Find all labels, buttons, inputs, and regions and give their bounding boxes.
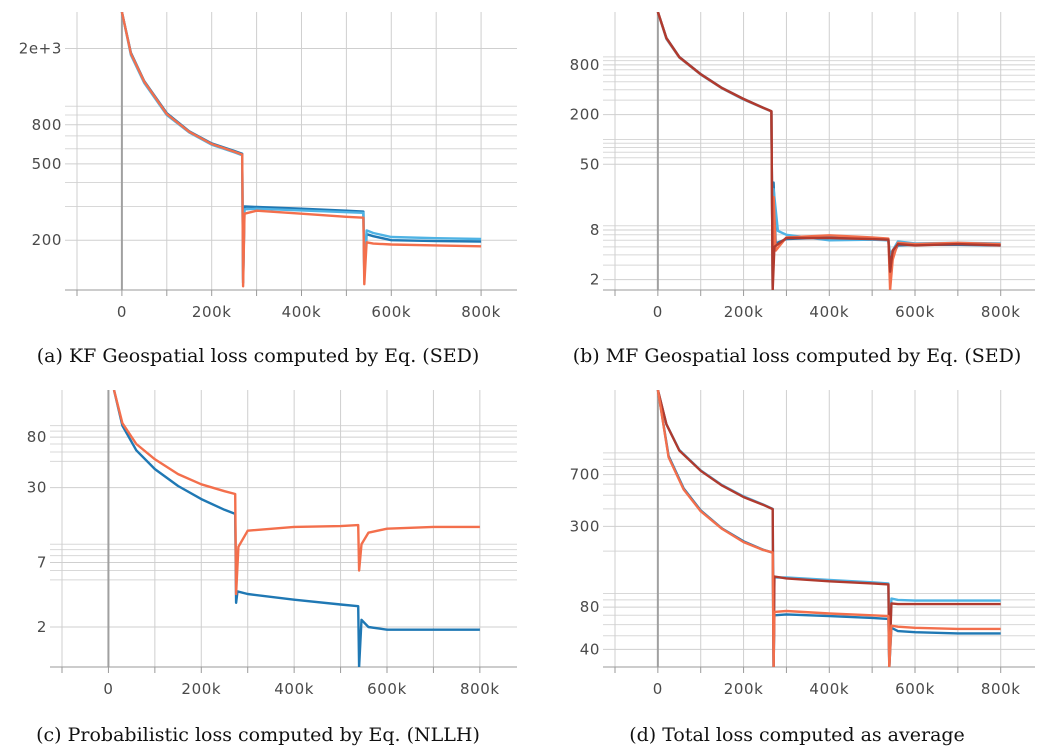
y-tick-label: 800 — [32, 116, 62, 134]
x-tick-label: 0 — [653, 303, 663, 321]
x-tick-label: 400k — [274, 680, 314, 698]
y-tick-label: 2 — [590, 271, 600, 289]
x-tick-label: 0 — [653, 680, 663, 698]
y-tick-label: 2 — [37, 618, 47, 636]
x-tick-label: 800k — [461, 303, 501, 321]
y-tick-label: 300 — [570, 517, 600, 535]
x-tick-label: 600k — [367, 680, 407, 698]
caption-b: (b) MF Geospatial loss computed by Eq. (… — [573, 345, 1022, 367]
x-tick-label: 600k — [895, 303, 935, 321]
x-tick-label: 800k — [981, 303, 1021, 321]
x-tick-label: 600k — [895, 680, 935, 698]
y-tick-label: 200 — [32, 231, 62, 249]
y-tick-label: 50 — [580, 155, 600, 173]
panel-c-probabilistic-loss: 80 30 7 2 0 200k 400k 600k 800k — [27, 390, 517, 698]
y-tick-label: 30 — [27, 479, 47, 497]
series-line-4 — [656, 390, 1001, 667]
x-tick-label: 200k — [181, 680, 221, 698]
panel-d-total-loss: 700 300 80 40 0 200k 400k 600k 800k — [570, 390, 1035, 698]
caption-d: (d) Total loss computed as average — [629, 724, 965, 746]
panel-b-mf-geospatial-loss: 800 200 50 8 2 0 200k 400k 600k 800k — [570, 12, 1035, 321]
series-line-4 — [656, 12, 1001, 290]
y-tick-label: 700 — [570, 466, 600, 484]
series-line-2 — [112, 390, 480, 596]
x-tick-label: 200k — [192, 303, 232, 321]
panel-a-kf-geospatial-loss: 2e+3 800 500 200 0 200k 400k 600k 800k — [19, 12, 517, 321]
y-tick-label: 80 — [27, 428, 47, 446]
x-tick-label: 200k — [724, 303, 764, 321]
series-line-1 — [112, 390, 480, 667]
series-line-3 — [656, 390, 1001, 667]
y-tick-label: 500 — [32, 155, 62, 173]
x-tick-label: 200k — [724, 680, 764, 698]
x-tick-label: 800k — [981, 680, 1021, 698]
x-tick-label: 0 — [117, 303, 127, 321]
x-tick-label: 400k — [809, 680, 849, 698]
y-tick-label: 200 — [570, 106, 600, 124]
y-tick-label: 40 — [580, 640, 600, 658]
y-tick-label: 8 — [590, 221, 600, 239]
y-tick-label: 80 — [580, 598, 600, 616]
x-tick-label: 600k — [371, 303, 411, 321]
x-tick-label: 400k — [809, 303, 849, 321]
x-tick-label: 800k — [460, 680, 500, 698]
y-tick-label: 800 — [570, 56, 600, 74]
series-line-3 — [120, 12, 482, 288]
x-tick-label: 0 — [103, 680, 113, 698]
caption-c: (c) Probabilistic loss computed by Eq. (… — [36, 724, 480, 746]
caption-a: (a) KF Geospatial loss computed by Eq. (… — [37, 345, 480, 367]
x-tick-label: 400k — [282, 303, 322, 321]
y-tick-label: 7 — [37, 554, 47, 572]
y-tick-label: 2e+3 — [19, 39, 62, 57]
